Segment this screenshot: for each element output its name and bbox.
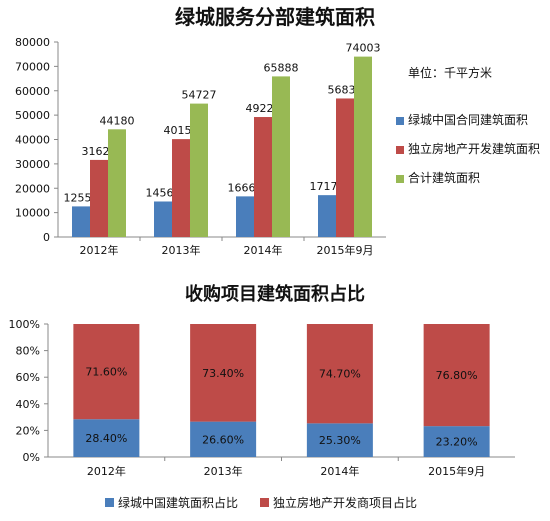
chart1-bar — [72, 206, 90, 237]
chart1-bar — [90, 159, 108, 237]
chart1-bar — [190, 103, 208, 237]
chart2-segment-label: 73.40% — [202, 367, 244, 380]
legend-swatch — [105, 498, 114, 507]
chart2-segment-label: 26.60% — [202, 433, 244, 446]
chart1-y-tick-label: 70000 — [15, 60, 50, 73]
chart1-x-tick-label: 2012年 — [80, 243, 119, 257]
chart1-bar — [354, 56, 372, 237]
chart1-y-tick-label: 0 — [43, 231, 50, 244]
chart1-bar-value-label: 14569 — [146, 186, 181, 199]
chart2-x-tick-label: 2012年 — [87, 464, 126, 478]
chart2-stacked-bar-segment — [190, 421, 257, 457]
chart1-x-tick-label: 2014年 — [244, 243, 283, 257]
chart2-y-tick-label: 40% — [16, 398, 40, 411]
chart1-bar-value-label: 65888 — [264, 61, 299, 74]
chart2-stacked-bar-segment — [306, 324, 373, 424]
chart1-bar — [172, 139, 190, 237]
chart1-legend: 绿城中国合同建筑面积 独立房地产开发建筑面积 合计建筑面积 — [396, 112, 546, 199]
chart1-bar-value-label: 16669 — [228, 181, 263, 194]
chart1-bar — [318, 195, 336, 237]
chart1-bar — [154, 201, 172, 237]
chart2-segment-label: 76.80% — [436, 369, 478, 382]
chart2-y-tick-label: 100% — [9, 318, 40, 331]
chart1-y-tick-label: 20000 — [15, 182, 50, 195]
chart1-bar — [272, 76, 290, 237]
chart2-y-tick-label: 0% — [23, 451, 40, 464]
chart2-title: 收购项目建筑面积占比 — [185, 283, 365, 305]
chart2-segment-label: 71.60% — [85, 366, 127, 379]
legend-swatch — [396, 117, 404, 125]
chart2-stacked-bar-segment — [423, 426, 490, 457]
chart1-y-tick-label: 30000 — [15, 158, 50, 171]
chart2-y-tick-label: 80% — [16, 345, 40, 358]
chart1-bar — [236, 196, 254, 237]
chart1-y-tick-label: 80000 — [15, 36, 50, 49]
chart1-bar-value-label: 44180 — [100, 114, 135, 127]
legend-swatch — [260, 498, 270, 507]
chart2-y-tick-label: 60% — [16, 371, 40, 384]
legend-swatch — [396, 146, 404, 154]
chart1-y-tick-label: 40000 — [15, 134, 50, 147]
legend-item-independent-area: 独立房地产开发建筑面积 — [396, 141, 546, 158]
chart2-stacked-bar-segment — [73, 324, 140, 420]
chart2-plot: 0% 20% 40% 60% 80% 100% 2012年 28.40% 71.60% 2013年… — [9, 318, 515, 478]
chart1-x-tick-label: 2013年 — [162, 243, 201, 257]
legend-label: 独立房地产开发建筑面积 — [408, 142, 541, 156]
chart1-bar-value-label: 31624 — [82, 145, 117, 158]
chart1-bar — [254, 117, 272, 237]
chart2-y-tick-label: 20% — [16, 424, 40, 437]
chart2-legend: 绿城中国建筑面积占比 独立房地产开发商项目占比 — [105, 494, 439, 511]
legend-item-independent-share: 独立房地产开发商项目占比 — [260, 494, 417, 511]
chart2-x-tick-label: 2015年9月 — [428, 464, 485, 478]
legend-swatch — [396, 175, 404, 183]
chart1-bar-value-label: 49220 — [246, 102, 281, 115]
legend-item-contract-area: 绿城中国合同建筑面积 — [396, 112, 546, 129]
chart1-bar-value-label: 40158 — [164, 124, 199, 137]
legend-label: 合计建筑面积 — [408, 171, 481, 185]
chart1-bar — [108, 129, 126, 237]
chart1-bar — [336, 98, 354, 237]
chart1-plot: 0 10000 20000 30000 40000 50000 60000 70000 8000… — [15, 36, 386, 257]
chart2-x-tick-label: 2013年 — [204, 464, 243, 478]
legend-label: 绿城中国合同建筑面积 — [408, 113, 529, 127]
chart2-stacked-bar-segment — [190, 324, 257, 422]
chart1-bar-value-label: 54727 — [182, 89, 217, 102]
chart1-y-tick-label: 50000 — [15, 109, 50, 122]
chart2-segment-label: 28.40% — [85, 432, 127, 445]
legend-item-total-area: 合计建筑面积 — [396, 170, 546, 187]
legend-label: 绿城中国建筑面积占比 — [118, 496, 239, 510]
chart1-x-tick-label: 2015年9月 — [317, 243, 374, 257]
legend-item-greentown-share: 绿城中国建筑面积占比 — [105, 494, 238, 511]
chart1-bar-value-label: 12556 — [64, 191, 99, 204]
chart1-title: 绿城服务分部建筑面积 — [175, 5, 375, 29]
chart1-y-tick-label: 60000 — [15, 85, 50, 98]
chart1-bar-value-label: 17170 — [310, 180, 345, 193]
legend-label: 独立房地产开发商项目占比 — [273, 496, 418, 510]
chart2-segment-label: 23.20% — [436, 436, 478, 449]
chart2-stacked-bar-segment — [73, 419, 140, 457]
chart1-bar-value-label: 56833 — [328, 83, 363, 96]
chart2-segment-label: 74.70% — [319, 368, 361, 381]
chart1-bar-value-label: 74003 — [346, 42, 381, 55]
chart2-segment-label: 25.30% — [319, 434, 361, 447]
chart1-unit-note: 单位：千平方米 — [408, 66, 493, 80]
chart2-stacked-bar-segment — [306, 423, 373, 457]
chart2-x-tick-label: 2014年 — [320, 464, 359, 478]
chart2-stacked-bar-segment — [423, 324, 490, 427]
chart1-y-tick-label: 10000 — [15, 207, 50, 220]
